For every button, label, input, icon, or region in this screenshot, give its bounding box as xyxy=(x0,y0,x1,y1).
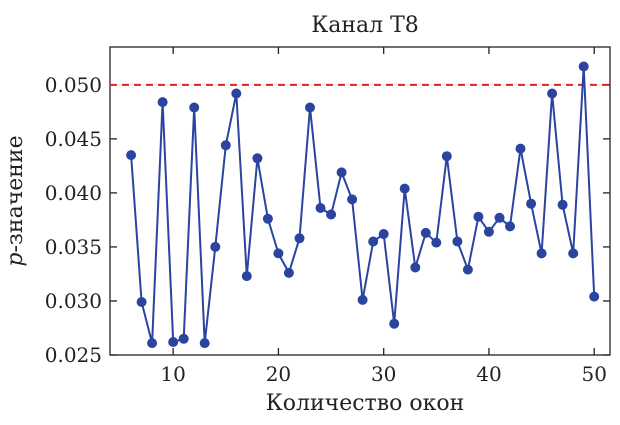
y-tick-label: 0.045 xyxy=(45,127,102,151)
chart-title: Канал Т8 xyxy=(311,13,419,38)
plot-layer: 0.025 0.030 0.035 0.040 0.045 0.050 10 20 30 40 50 xyxy=(45,46,611,386)
plot-frame xyxy=(109,46,611,356)
data-point xyxy=(536,248,547,259)
x-axis-title: Количество окон xyxy=(266,391,465,416)
data-point xyxy=(389,318,400,329)
data-point xyxy=(515,143,526,154)
y-tick-label: 0.050 xyxy=(45,73,102,97)
data-point xyxy=(357,294,368,305)
data-point xyxy=(273,248,284,259)
data-point xyxy=(399,183,410,194)
data-point xyxy=(431,237,442,248)
y-axis-title-italic: p xyxy=(3,253,28,267)
data-point xyxy=(589,291,600,302)
data-point xyxy=(557,199,568,210)
data-point xyxy=(315,203,326,213)
data-point xyxy=(483,226,494,237)
data-point xyxy=(294,233,305,244)
data-point xyxy=(126,150,137,161)
data-point xyxy=(505,221,515,232)
data-point xyxy=(568,248,579,259)
y-axis-title: p-значение xyxy=(3,135,28,266)
data-point xyxy=(262,213,273,224)
x-tick-label: 50 xyxy=(581,362,606,386)
data-point xyxy=(368,236,379,247)
data-point xyxy=(157,97,168,108)
data-point xyxy=(473,211,484,222)
data-point xyxy=(220,140,231,151)
data-point xyxy=(441,151,452,162)
data-point xyxy=(252,153,263,164)
data-point xyxy=(462,264,473,275)
y-tick-label: 0.035 xyxy=(45,235,102,259)
y-tick-label: 0.040 xyxy=(45,181,102,205)
data-point xyxy=(547,88,558,99)
data-point xyxy=(494,212,505,223)
y-axis-title-rest: -значение xyxy=(3,135,28,252)
x-tick-label: 40 xyxy=(476,362,501,386)
x-tick-label: 10 xyxy=(160,362,185,386)
y-tick-label: 0.030 xyxy=(45,289,102,313)
data-point xyxy=(147,338,158,349)
data-point xyxy=(199,338,210,349)
data-point xyxy=(378,229,389,239)
data-point xyxy=(189,102,200,113)
y-tick-label: 0.025 xyxy=(45,343,102,367)
data-point xyxy=(136,297,147,307)
y-axis-title-group: p-значение xyxy=(3,135,28,266)
data-point xyxy=(178,333,189,344)
data-point xyxy=(578,61,589,72)
data-point xyxy=(420,227,431,238)
data-point xyxy=(168,337,179,347)
data-point xyxy=(347,194,358,205)
data-point xyxy=(336,167,347,178)
data-point xyxy=(326,209,337,220)
data-point xyxy=(410,262,421,273)
data-point xyxy=(305,102,315,113)
x-tick-label: 30 xyxy=(371,362,396,386)
data-point xyxy=(231,88,242,99)
data-point xyxy=(210,241,221,252)
data-point xyxy=(283,267,294,278)
data-point xyxy=(241,271,252,282)
data-point xyxy=(452,236,463,247)
x-tick-label: 20 xyxy=(266,362,291,386)
data-point xyxy=(526,198,537,209)
